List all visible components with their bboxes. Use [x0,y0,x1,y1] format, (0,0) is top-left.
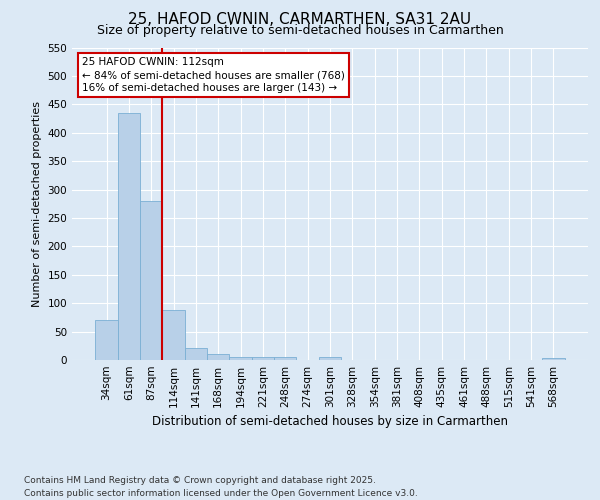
Text: Contains HM Land Registry data © Crown copyright and database right 2025.
Contai: Contains HM Land Registry data © Crown c… [24,476,418,498]
Bar [118,113,140,360]
X-axis label: Distribution of semi-detached houses by size in Carmarthen: Distribution of semi-detached houses by … [152,416,508,428]
Bar [140,201,163,360]
Y-axis label: Number of semi-detached properties: Number of semi-detached properties [32,101,42,306]
Text: Size of property relative to semi-detached houses in Carmarthen: Size of property relative to semi-detach… [97,24,503,37]
Bar [229,357,252,360]
Bar [163,310,185,360]
Bar [252,357,274,360]
Text: 25, HAFOD CWNIN, CARMARTHEN, SA31 2AU: 25, HAFOD CWNIN, CARMARTHEN, SA31 2AU [128,12,472,28]
Bar [95,320,118,360]
Bar [319,357,341,360]
Text: 25 HAFOD CWNIN: 112sqm
← 84% of semi-detached houses are smaller (768)
16% of se: 25 HAFOD CWNIN: 112sqm ← 84% of semi-det… [82,57,345,94]
Bar [274,357,296,360]
Bar [207,354,229,360]
Bar [185,348,207,360]
Bar [542,358,565,360]
